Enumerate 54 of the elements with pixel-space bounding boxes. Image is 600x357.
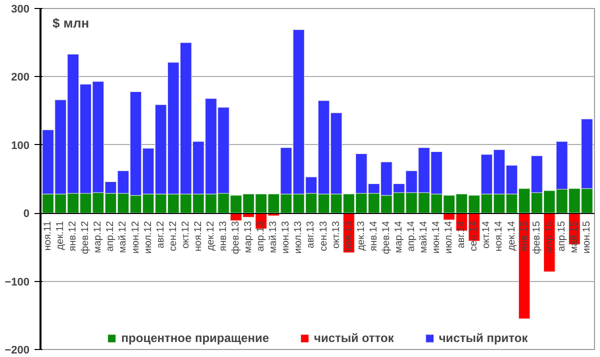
x-tick-label: ноя.12	[192, 220, 204, 252]
x-tick-label: ноя.13	[343, 220, 354, 252]
x-tick-label: мар.13	[243, 220, 254, 253]
x-tick-label: окт.13	[330, 220, 342, 249]
x-tick-label: апр.13	[256, 220, 267, 252]
x-tick-label: май.13	[268, 220, 280, 254]
x-tick-label: апр.15	[556, 220, 568, 252]
y-tick-label: 200	[11, 72, 30, 84]
y-axis-title: $ млн	[52, 16, 90, 30]
y-tick-label: −100	[4, 276, 30, 288]
x-tick-label: июн.15	[581, 220, 592, 254]
x-tick-label: фев.12	[80, 220, 92, 254]
x-tick-label: янв.13	[218, 220, 229, 252]
x-tick-label: июн.13	[280, 220, 292, 254]
x-tick-label: май.15	[568, 220, 580, 254]
x-tick-label: июл.12	[142, 220, 154, 254]
x-tick-label: янв.14	[368, 220, 380, 252]
x-tick-label: май.12	[118, 220, 129, 254]
x-tick-label: ноя.14	[494, 220, 505, 252]
legend-label: чистый отток	[314, 331, 394, 345]
x-tick-label: июл.13	[293, 220, 304, 254]
x-tick-label: сен.13	[318, 220, 330, 252]
y-tick-label: −200	[4, 344, 30, 356]
x-tick-label: фев.15	[531, 220, 542, 254]
x-tick-label: окт.12	[180, 220, 192, 249]
x-tick-label: мар.14	[393, 220, 404, 253]
x-tick-label: апр.14	[406, 220, 418, 252]
x-tick-label: дек.12	[205, 220, 216, 251]
x-tick-label: авг.12	[155, 220, 166, 248]
y-tick-label: 300	[11, 4, 30, 16]
x-tick-label: сен.14	[468, 220, 480, 252]
x-tick-label: мар.12	[92, 220, 104, 253]
x-tick-label: окт.14	[481, 220, 492, 249]
x-tick-label: май.14	[418, 220, 430, 254]
legend-label: процентное приращение	[121, 331, 270, 345]
x-tick-label: июн.14	[431, 220, 442, 254]
x-tick-label: дек.14	[506, 220, 518, 251]
x-tick-label: авг.14	[456, 220, 468, 248]
x-tick-label: июн.12	[130, 220, 142, 254]
x-tick-label: янв.12	[68, 220, 79, 252]
legend-label: чистый приток	[438, 331, 528, 345]
x-tick-label: дек.13	[356, 220, 367, 251]
x-tick-label: апр.12	[105, 220, 116, 252]
y-tick-label: 0	[23, 208, 30, 220]
x-tick-label: авг.13	[306, 220, 317, 248]
x-tick-label: фев.13	[230, 220, 242, 254]
x-tick-label: фев.14	[380, 220, 392, 254]
x-tick-label: янв.15	[518, 220, 530, 252]
x-tick-label: сен.12	[168, 220, 179, 252]
x-tick-label: ноя.11	[42, 220, 54, 251]
x-tick-label: дек.11	[55, 220, 66, 250]
x-tick-label: мар.15	[544, 220, 555, 253]
y-tick-label: 100	[11, 140, 30, 152]
x-tick-label: июл.14	[444, 220, 455, 254]
